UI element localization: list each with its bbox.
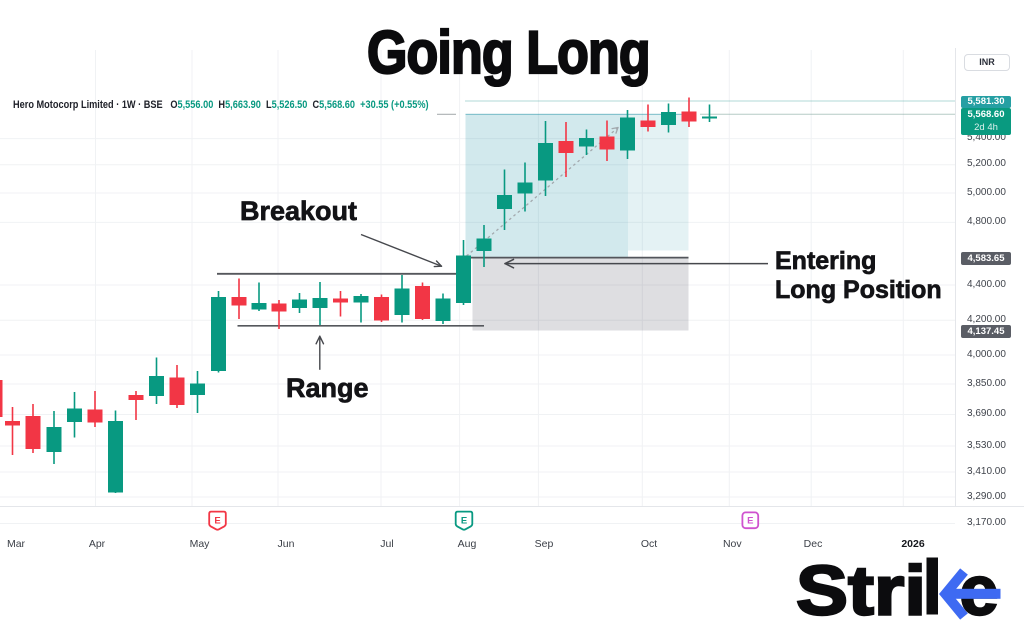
- svg-text:E: E: [461, 515, 467, 526]
- svg-text:E: E: [214, 515, 220, 526]
- svg-text:E: E: [747, 516, 753, 527]
- svg-text:Stri: Stri: [796, 551, 926, 629]
